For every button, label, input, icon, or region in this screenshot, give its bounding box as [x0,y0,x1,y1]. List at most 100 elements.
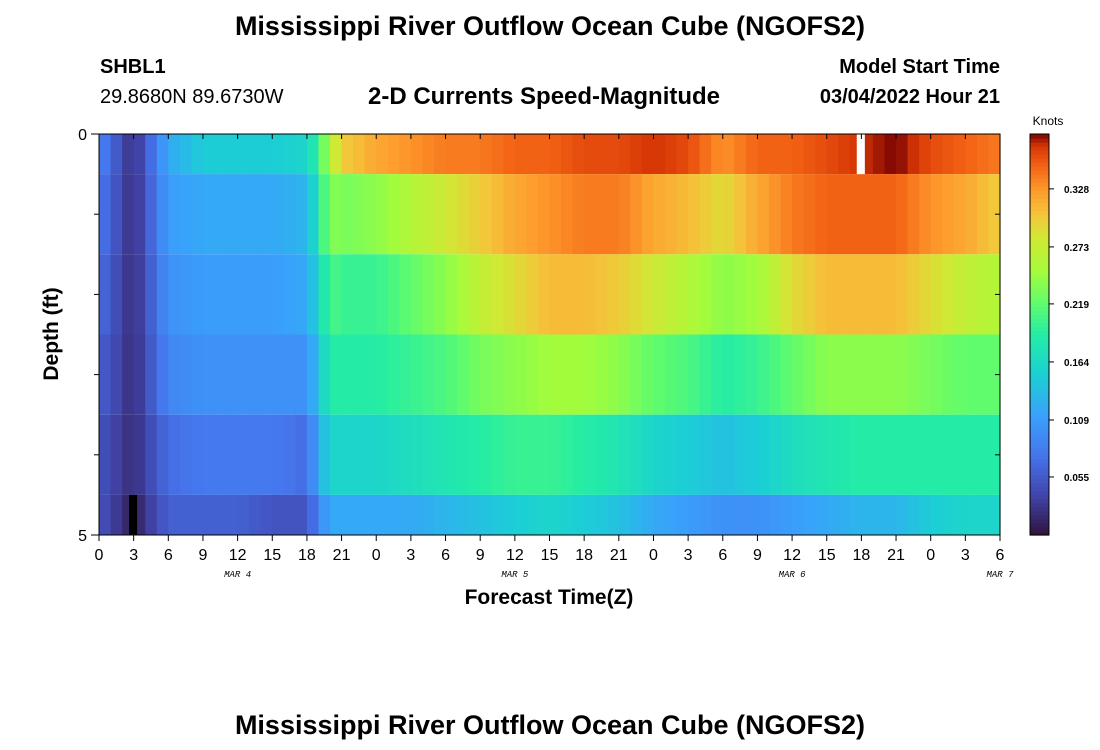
heatmap-cell [745,254,759,335]
heatmap-cell [838,174,851,255]
heatmap-cell [676,254,689,335]
chart-subtitle: 2-D Currents Speed-Magnitude [368,83,721,110]
heatmap-cell [295,414,308,495]
heatmap-cell [942,134,955,175]
heatmap-cell [191,334,204,415]
colorbar-segment [1030,242,1049,247]
model-start-value: 03/04/2022 Hour 21 [819,86,1000,108]
colorbar-segment [1030,354,1049,360]
colorbar-segment [1030,286,1049,291]
heatmap-cell [457,134,470,175]
heatmap-cell [422,334,435,415]
colorbar-segment [1030,302,1049,308]
heatmap-cell [364,414,377,495]
heatmap-cell [965,174,978,255]
heatmap-cell [387,414,400,495]
heatmap-cell [318,174,331,255]
colorbar-segment [1030,350,1049,356]
heatmap-cell [896,334,909,415]
heatmap-cell [445,134,458,175]
heatmap-cell [815,134,828,175]
heatmap-cell [630,414,643,495]
heatmap-cell [376,254,389,335]
heatmap-cell [665,494,678,535]
heatmap-cell [145,174,158,255]
x-tick-label: 9 [753,547,762,564]
x-tick-label: 15 [263,547,281,564]
heatmap-cell [584,334,597,415]
colorbar-segment [1030,502,1049,508]
heatmap-cell [191,174,204,255]
heatmap-cell [815,414,828,495]
colorbar-segment [1030,166,1049,171]
x-tick-label: 18 [575,547,593,564]
heatmap-cell [145,334,158,415]
heatmap-cell [526,414,539,495]
heatmap-cell [237,174,250,255]
heatmap-cell [757,334,770,415]
heatmap-cell [630,494,643,535]
heatmap-cell [768,174,782,255]
heatmap-cell [306,174,320,255]
heatmap-cell [110,254,123,335]
heatmap-cell [249,174,262,255]
x-axis: 0 3 6 9 12 15 18 21 0 3 6 9 12 15 18 21 0 3 6 9 12 15 18 21 0 3 6 M… [95,134,1014,580]
colorbar-frame [1029,133,1050,536]
heatmap-cell [272,494,285,535]
colorbar-segment [1030,298,1049,304]
colorbar-segment [1030,446,1049,452]
heatmap-cell [826,414,839,495]
colorbar-segment [1030,294,1049,300]
heatmap-cell [399,494,412,535]
heatmap-cell [618,414,631,495]
heatmap-cell [665,134,678,175]
x-tick-label: 0 [926,547,935,564]
heatmap-cell [688,414,701,495]
colorbar-segment [1030,390,1049,396]
heatmap-cell [953,494,966,535]
heatmap-cell [364,494,377,535]
colorbar-segment [1030,494,1049,500]
heatmap-cell [353,414,366,495]
heatmap-cell [202,334,216,415]
heatmap-cell [861,414,874,495]
heatmap-cell [734,494,747,535]
heatmap-cell [953,414,966,495]
heatmap-cell [792,174,805,255]
heatmap-cell [341,134,354,175]
heatmap-cell [457,174,470,255]
x-tick-label: 18 [298,547,316,564]
heatmap-cell [168,174,181,255]
heatmap-cell [919,494,932,535]
x-tick-label: 12 [506,547,524,564]
heatmap-cell [445,414,458,495]
heatmap-cell [283,414,296,495]
heatmap-cell [618,134,631,175]
colorbar-segment [1030,282,1049,287]
heatmap-cell [318,134,331,175]
heatmap-cell [168,134,181,175]
heatmap-cell [468,414,481,495]
heatmap-cell [202,494,216,535]
heatmap-cell [653,334,666,415]
heatmap-cell [202,174,216,255]
heatmap-cell [815,334,828,415]
heatmap-cell [861,254,874,335]
colorbar-segment [1030,434,1049,440]
heatmap-cell [99,254,112,335]
heatmap-cell [156,254,169,335]
heatmap-cell [907,134,920,175]
missing-data-gap [856,134,865,175]
colorbar-segment [1030,278,1049,283]
heatmap-cell [826,134,839,175]
heatmap-cell [214,174,227,255]
heatmap-cell [688,334,701,415]
colorbar-segment [1030,238,1049,243]
heatmap-cell [930,334,943,415]
colorbar-segment [1030,394,1049,400]
heatmap-cell [537,334,551,415]
x-tick-label: 18 [852,547,870,564]
heatmap-cell [561,134,574,175]
x-tick-label: 3 [406,547,415,564]
heatmap-cell [156,414,169,495]
